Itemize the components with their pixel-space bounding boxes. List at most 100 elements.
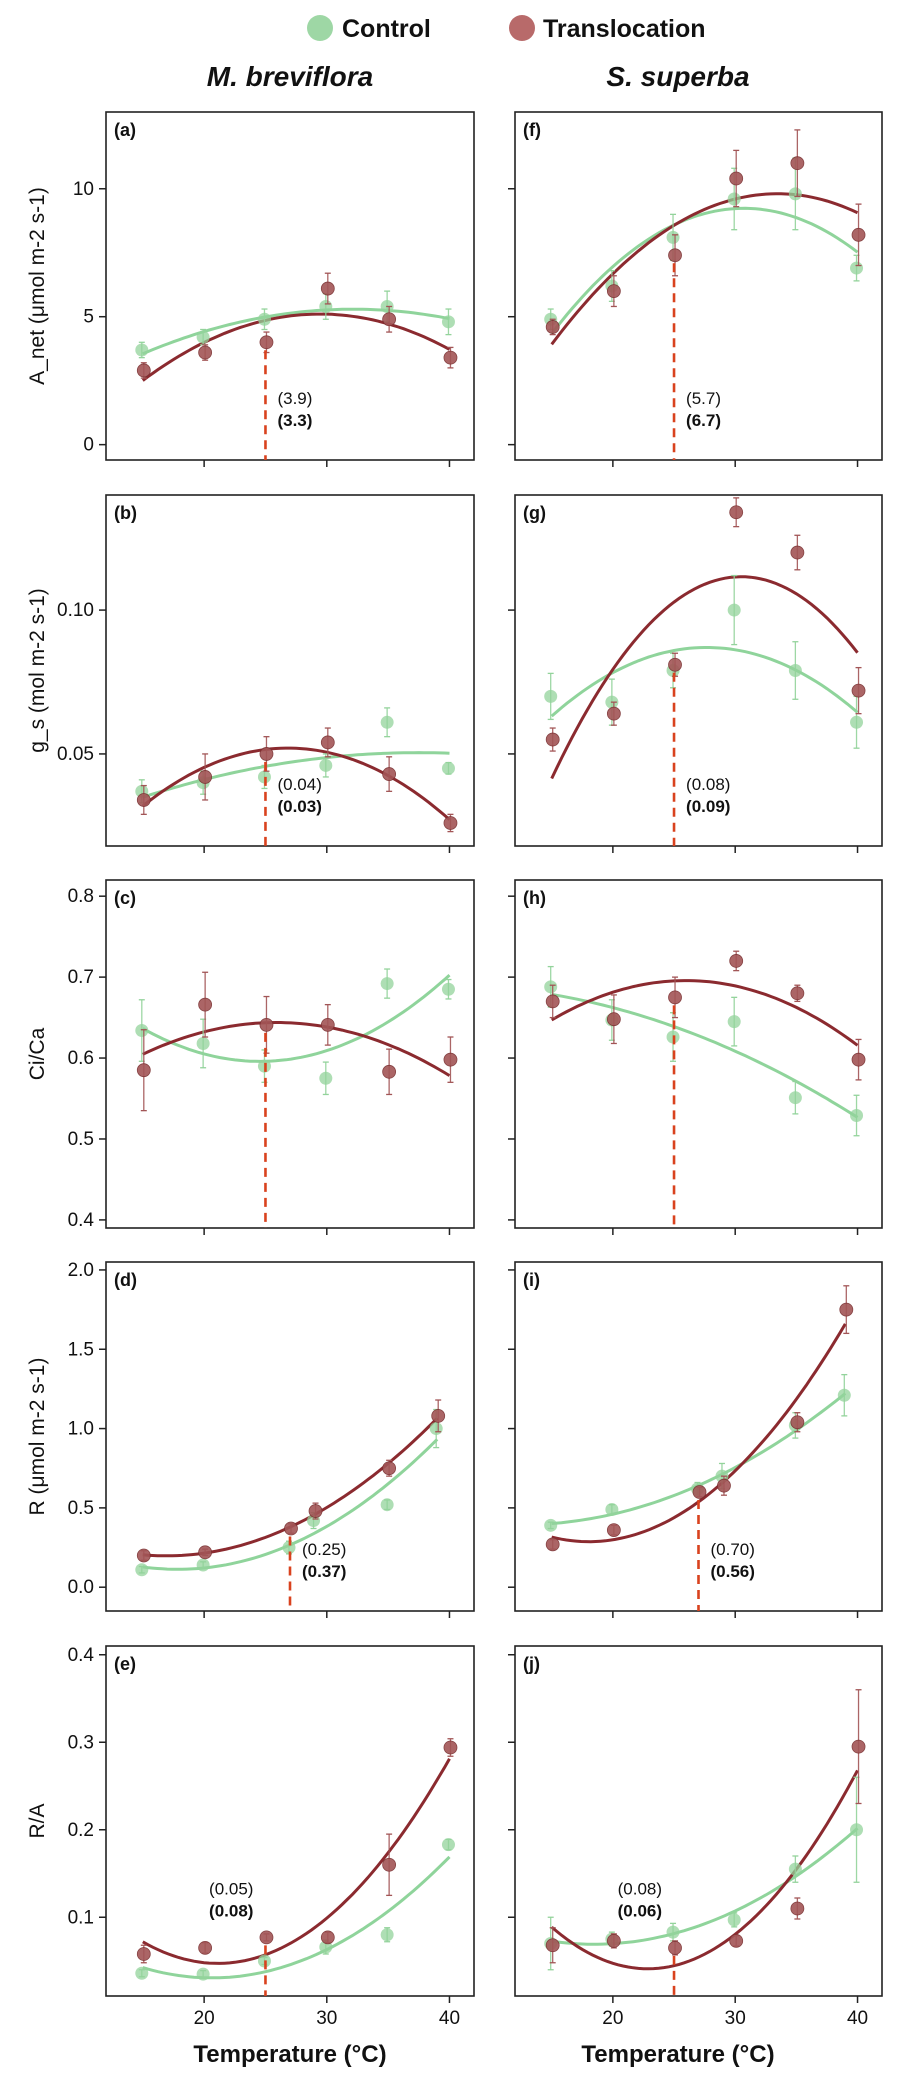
data-point-control bbox=[837, 1388, 851, 1402]
data-point-control bbox=[788, 187, 802, 201]
annotation-control-value: (0.05) bbox=[209, 1880, 253, 1899]
data-point-translocation bbox=[790, 156, 805, 171]
data-point-control bbox=[850, 261, 864, 275]
data-point-translocation bbox=[382, 767, 397, 781]
data-point-translocation bbox=[729, 1933, 744, 1948]
annotation-control-value: (0.04) bbox=[277, 775, 321, 794]
panels: 0 5 10 A_net (μmol m-2 s-1) (a) (3.9) (3.3) (f)… bbox=[26, 111, 883, 2029]
y-tick-label: 0.4 bbox=[68, 1645, 95, 1666]
data-point-translocation bbox=[431, 1408, 446, 1423]
data-point-translocation bbox=[136, 363, 151, 378]
data-point-translocation bbox=[443, 816, 458, 830]
data-point-control bbox=[135, 1966, 149, 1980]
data-point-translocation bbox=[839, 1302, 854, 1317]
annotation-control-value: (0.70) bbox=[711, 1540, 755, 1559]
legend-translocation-label: Translocation bbox=[543, 15, 706, 43]
fit-curve-control bbox=[142, 751, 450, 799]
data-point-control bbox=[319, 758, 333, 772]
data-point-translocation bbox=[443, 350, 458, 365]
annotation-translocation-value: (0.56) bbox=[711, 1562, 755, 1581]
data-point-translocation bbox=[320, 1017, 335, 1032]
data-point-control bbox=[380, 1928, 394, 1942]
data-point-control bbox=[196, 1558, 210, 1572]
data-point-translocation bbox=[545, 994, 560, 1009]
data-point-translocation bbox=[284, 1521, 298, 1536]
data-point-translocation bbox=[790, 986, 805, 1001]
data-point-translocation bbox=[382, 1461, 397, 1476]
y-tick-label: 1.0 bbox=[68, 1419, 94, 1440]
data-point-translocation bbox=[259, 1930, 274, 1945]
data-point-translocation bbox=[198, 770, 213, 784]
data-point-translocation bbox=[851, 683, 866, 698]
data-point-control bbox=[441, 315, 455, 329]
data-point-control bbox=[544, 689, 558, 703]
data-point-control bbox=[441, 761, 455, 775]
panel-label: (f) bbox=[523, 120, 541, 140]
panel-h: (h) bbox=[508, 879, 883, 1235]
data-point-translocation bbox=[198, 1545, 213, 1560]
data-point-translocation bbox=[692, 1485, 707, 1499]
data-point-control bbox=[788, 1091, 802, 1105]
y-axis-title: g_s (mol m-2 s-1) bbox=[26, 588, 49, 753]
panel-b: 0.05 0.10 g_s (mol m-2 s-1) (b) (0.04) (0.03) bbox=[26, 494, 475, 853]
data-point-control bbox=[380, 715, 394, 729]
data-point-control bbox=[441, 1838, 455, 1852]
data-point-control bbox=[196, 1036, 210, 1050]
plot-frame bbox=[514, 111, 883, 461]
data-point-translocation bbox=[198, 1940, 213, 1955]
plot-frame bbox=[514, 494, 883, 847]
data-point-translocation bbox=[790, 545, 805, 560]
data-point-translocation bbox=[320, 281, 335, 296]
data-point-control bbox=[135, 343, 149, 357]
fit-curve-translocation bbox=[141, 312, 451, 382]
data-point-translocation bbox=[606, 1523, 621, 1537]
data-point-translocation bbox=[606, 284, 621, 299]
data-point-translocation bbox=[320, 1930, 335, 1945]
fit-curve-translocation bbox=[550, 575, 859, 780]
fit-curve-control bbox=[551, 992, 859, 1119]
y-tick-label: 0.8 bbox=[68, 886, 94, 907]
data-point-translocation bbox=[790, 1415, 805, 1430]
data-point-translocation bbox=[259, 747, 274, 761]
y-tick-label: 0.0 bbox=[68, 1577, 94, 1598]
panel-e: 20 30 40 0.1 0.2 0.3 0.4 R/A (e) (0.05) (0.08) bbox=[26, 1645, 475, 2029]
annotation-control-value: (5.7) bbox=[686, 389, 721, 408]
data-point-translocation bbox=[668, 657, 682, 672]
data-point-control bbox=[666, 230, 680, 244]
panel-label: (i) bbox=[523, 1270, 540, 1290]
y-tick-label: 0 bbox=[83, 435, 94, 456]
data-point-translocation bbox=[136, 793, 151, 807]
y-tick-label: 0.05 bbox=[57, 744, 94, 765]
data-point-control bbox=[257, 312, 271, 326]
panel-g: (g) (0.08) (0.09) bbox=[508, 494, 883, 853]
panel-f: (f) (5.7) (6.7) bbox=[508, 111, 883, 467]
data-point-translocation bbox=[136, 1063, 151, 1078]
annotation-translocation-value: (0.09) bbox=[686, 797, 730, 816]
data-point-translocation bbox=[443, 1740, 458, 1755]
plot-frame bbox=[105, 494, 475, 847]
fit-curve-control bbox=[142, 973, 451, 1063]
y-axis-title: Ci/Ca bbox=[26, 1027, 49, 1080]
data-point-translocation bbox=[382, 1064, 397, 1079]
annotation-translocation-value: (3.3) bbox=[277, 411, 312, 430]
panel-d: 0.0 0.5 1.0 1.5 2.0 R (μmol m-2 s-1) (d) (0.25)… bbox=[26, 1260, 475, 1618]
data-point-translocation bbox=[443, 1052, 458, 1067]
y-tick-label: 0.6 bbox=[68, 1048, 94, 1069]
plot-frame bbox=[105, 1261, 475, 1612]
data-point-control bbox=[135, 1024, 149, 1038]
y-tick-label: 5 bbox=[83, 307, 94, 328]
y-tick-label: 0.1 bbox=[68, 1907, 94, 1928]
data-point-translocation bbox=[259, 335, 274, 350]
panel-label: (g) bbox=[523, 503, 546, 523]
data-point-control bbox=[319, 299, 333, 313]
data-point-translocation bbox=[382, 312, 397, 327]
panel-label: (e) bbox=[114, 1654, 136, 1674]
legend-control-swatch bbox=[307, 15, 333, 41]
plot-frame bbox=[105, 111, 475, 461]
annotation-translocation-value: (0.08) bbox=[209, 1902, 253, 1921]
data-point-translocation bbox=[606, 1933, 621, 1948]
data-point-control bbox=[196, 1967, 210, 1981]
annotation-control-value: (0.25) bbox=[302, 1540, 346, 1559]
data-point-control bbox=[850, 1109, 864, 1123]
data-point-control bbox=[544, 980, 558, 994]
